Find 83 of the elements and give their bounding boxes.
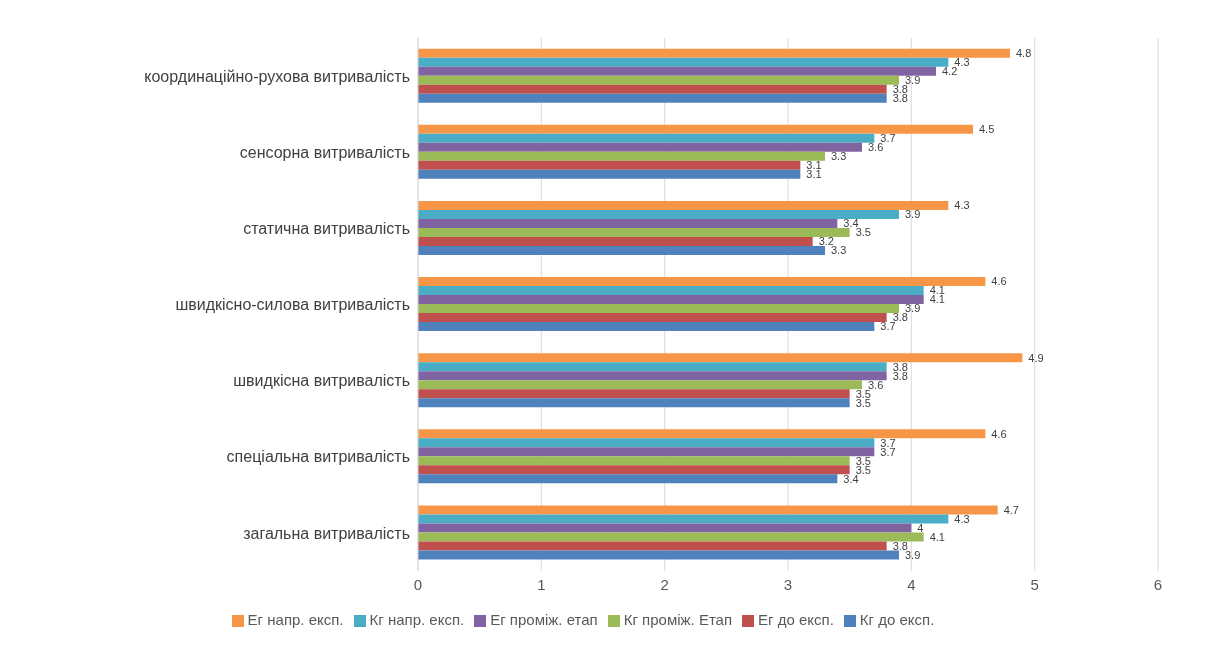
legend-label: Ег проміж. етап	[490, 611, 598, 628]
data-label: 3.5	[855, 454, 871, 467]
data-label: 3.3	[831, 150, 847, 163]
data-label: 3.6	[868, 378, 884, 391]
bar	[418, 550, 899, 560]
bar	[418, 75, 899, 85]
bar	[418, 353, 1023, 363]
bar	[418, 93, 887, 103]
data-label: 4.5	[979, 123, 995, 136]
data-label: 4.3	[954, 512, 970, 525]
data-label: 4.6	[991, 275, 1007, 288]
bar	[418, 236, 813, 246]
bar	[418, 362, 887, 372]
bar	[418, 286, 924, 296]
bar	[418, 277, 986, 287]
data-label: 4.1	[929, 530, 945, 543]
y-tick-label: спеціальна витривалість	[226, 448, 410, 466]
bar	[418, 142, 862, 152]
data-label: 4.3	[954, 199, 970, 212]
data-label: 3.9	[905, 74, 921, 87]
bar	[418, 313, 887, 323]
y-tick-label: швидкісно-силова витривалість	[175, 296, 410, 314]
data-label: 4	[917, 521, 924, 534]
x-tick-label: 0	[413, 575, 423, 593]
data-label: 3.9	[905, 208, 921, 221]
bar	[418, 514, 949, 524]
bar	[418, 465, 850, 475]
bar	[418, 133, 875, 143]
y-tick-label: статична витривалість	[243, 220, 410, 238]
bar	[418, 160, 801, 170]
bar	[418, 245, 825, 255]
bar	[418, 169, 801, 179]
bar	[418, 474, 838, 484]
x-tick-label: 3	[783, 575, 793, 593]
bar	[418, 456, 850, 466]
y-tick-label: координаційно-рухова витривалість	[144, 67, 410, 85]
bar	[418, 66, 936, 76]
x-tick-label: 4	[907, 575, 916, 593]
bar	[418, 304, 899, 314]
data-label: 3.9	[905, 302, 921, 315]
y-tick-label: загальна витривалість	[243, 524, 410, 542]
data-label: 3.8	[892, 360, 908, 373]
data-label: 4.7	[1003, 503, 1019, 516]
bar	[418, 57, 949, 67]
data-label: 4.6	[991, 427, 1007, 440]
bar	[418, 523, 912, 533]
bar	[418, 532, 924, 542]
legend-label: Кг до експ.	[859, 611, 935, 628]
x-tick-label: 2	[660, 575, 669, 593]
data-label: 3.7	[880, 436, 896, 449]
bar	[418, 438, 875, 448]
bar	[418, 389, 850, 399]
data-label: 4.8	[1016, 47, 1032, 60]
x-tick-label: 6	[1153, 575, 1163, 593]
bar	[418, 209, 899, 219]
bar	[418, 541, 887, 551]
legend-label: Ег до експ.	[758, 611, 834, 628]
legend-label: Кг напр. експ.	[369, 611, 465, 628]
data-label: 3.8	[892, 539, 908, 552]
bar	[418, 218, 838, 228]
bar	[418, 380, 862, 390]
bar	[418, 227, 850, 237]
bar	[418, 398, 850, 408]
bar	[418, 447, 875, 457]
x-tick-label: 5	[1030, 575, 1039, 593]
bar	[418, 295, 924, 305]
bar	[418, 429, 986, 439]
bar	[418, 505, 998, 515]
bar	[418, 124, 973, 134]
y-tick-label: сенсорна витривалість	[239, 143, 410, 161]
data-label: 3.3	[831, 244, 847, 257]
data-label: 3.2	[818, 235, 834, 248]
bar	[418, 371, 887, 381]
x-tick-label: 1	[537, 575, 546, 593]
y-tick-label: швидкісна витривалість	[233, 372, 410, 390]
data-label: 4.9	[1028, 351, 1044, 364]
bar	[418, 322, 875, 332]
bar	[418, 48, 1010, 58]
legend-label: Ег напр. експ.	[247, 611, 344, 628]
bar	[418, 84, 887, 94]
bar	[418, 151, 825, 161]
bar	[418, 200, 949, 210]
legend-label: Кг проміж. Етап	[623, 611, 733, 628]
